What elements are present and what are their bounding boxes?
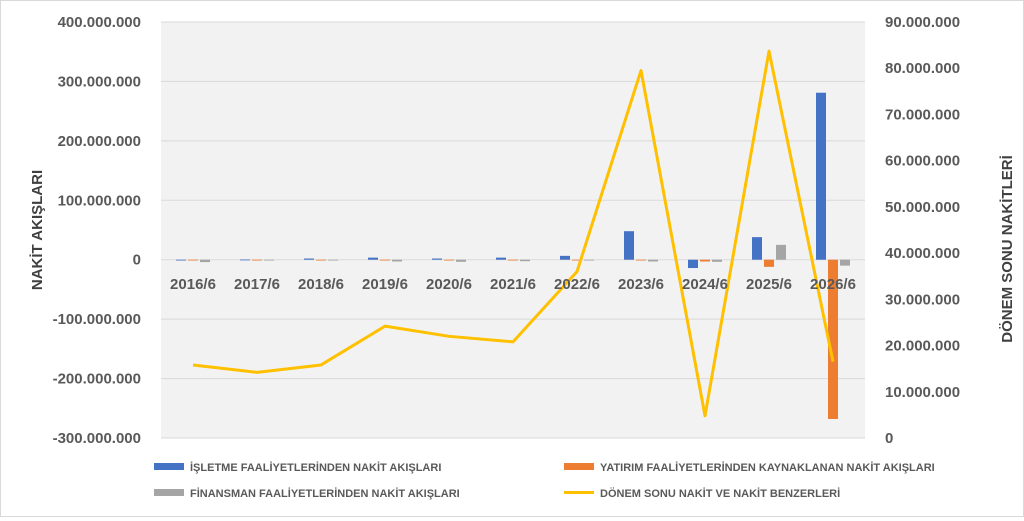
bar-2-2018-6 xyxy=(316,259,326,261)
line-series xyxy=(192,49,835,418)
bar-3-2021-6 xyxy=(520,259,530,262)
legend-swatch xyxy=(564,463,594,470)
bar-1-2021-6 xyxy=(496,257,506,260)
bar-1-2025-6 xyxy=(752,237,762,260)
left-tick-label: 200.000.000 xyxy=(58,133,141,150)
bar-3-2017-6 xyxy=(264,259,274,261)
right-tick-label: 30.000.000 xyxy=(885,291,960,308)
bar-3-2016-6 xyxy=(200,259,210,263)
left-axis-ticks: 400.000.000 300.000.000 200.000.000 100.000… xyxy=(53,14,141,447)
line-dönem-sonu xyxy=(192,49,835,418)
category-label: 2022/6 xyxy=(554,276,600,293)
right-axis-title: DÖNEM SONU NAKİTLERİ xyxy=(999,155,1016,343)
category-label: 2018/6 xyxy=(298,276,344,293)
bar-series xyxy=(176,92,850,419)
bar-2-2021-6 xyxy=(508,259,518,261)
category-label: 2017/6 xyxy=(234,276,280,293)
legend-label: İŞLETME FAALİYETLERİNDEN NAKİT AKIŞLARI xyxy=(190,461,441,474)
bar-2-2026-6 xyxy=(828,259,838,419)
bar-1-2017-6 xyxy=(240,259,250,261)
category-label: 2020/6 xyxy=(426,276,472,293)
legend-label: DÖNEM SONU NAKİT VE NAKİT BENZERLERİ xyxy=(600,487,840,500)
right-tick-label: 70.000.000 xyxy=(885,106,960,123)
left-tick-label: 300.000.000 xyxy=(58,73,141,90)
left-tick-label: -200.000.000 xyxy=(53,371,141,388)
bar-1-2022-6 xyxy=(560,255,570,260)
legend-swatch xyxy=(154,489,184,496)
category-labels: 2016/6 2017/6 2018/6 2019/6 2020/6 2021/6 2022… xyxy=(170,276,856,293)
bar-2-2020-6 xyxy=(444,259,454,261)
left-tick-label: 0 xyxy=(133,252,141,269)
right-tick-label: 90.000.000 xyxy=(885,14,960,31)
bar-3-2025-6 xyxy=(776,244,786,260)
right-tick-label: 20.000.000 xyxy=(885,338,960,355)
category-label: 2024/6 xyxy=(682,276,728,293)
bar-2-2022-6 xyxy=(572,259,582,261)
left-axis-title: NAKİT AKIŞLARI xyxy=(29,170,46,290)
bar-3-2019-6 xyxy=(392,259,402,262)
right-tick-label: 60.000.000 xyxy=(885,153,960,170)
bar-2-2024-6 xyxy=(700,259,710,262)
bar-2-2019-6 xyxy=(380,259,390,261)
bar-2-2023-6 xyxy=(636,259,646,261)
bar-2-2025-6 xyxy=(764,259,774,267)
bar-1-2018-6 xyxy=(304,258,314,260)
category-label: 2016/6 xyxy=(170,276,216,293)
right-tick-label: 50.000.000 xyxy=(885,199,960,216)
right-tick-label: 0 xyxy=(885,430,893,447)
legend-label: FİNANSMAN FAALİYETLERİNDEN NAKİT AKIŞLAR… xyxy=(190,487,460,500)
bar-3-2018-6 xyxy=(328,259,338,261)
category-label: 2026/6 xyxy=(810,276,856,293)
right-tick-label: 10.000.000 xyxy=(885,384,960,401)
bar-3-2020-6 xyxy=(456,259,466,262)
category-label: 2021/6 xyxy=(490,276,536,293)
bar-1-2026-6 xyxy=(816,92,826,260)
right-axis-ticks: 90.000.000 80.000.000 70.000.000 60.000.000… xyxy=(885,14,960,447)
legend-swatch xyxy=(154,463,184,470)
left-tick-label: -300.000.000 xyxy=(53,430,141,447)
bar-1-2024-6 xyxy=(688,259,698,269)
bar-1-2020-6 xyxy=(432,258,442,260)
bar-3-2026-6 xyxy=(840,259,850,266)
category-label: 2025/6 xyxy=(746,276,792,293)
right-tick-label: 80.000.000 xyxy=(885,60,960,77)
bar-1-2019-6 xyxy=(368,257,378,260)
left-tick-label: 100.000.000 xyxy=(58,192,141,209)
left-tick-label: -100.000.000 xyxy=(53,311,141,328)
left-tick-label: 400.000.000 xyxy=(58,14,141,31)
legend-label: YATIRIM FAALİYETLERİNDEN KAYNAKLANAN NAK… xyxy=(600,461,935,474)
category-label: 2023/6 xyxy=(618,276,664,293)
bar-3-2022-6 xyxy=(584,259,594,261)
bar-3-2023-6 xyxy=(648,259,658,262)
plot-area xyxy=(161,22,865,438)
category-label: 2019/6 xyxy=(362,276,408,293)
right-tick-label: 40.000.000 xyxy=(885,245,960,262)
bar-2-2016-6 xyxy=(188,259,198,261)
bar-2-2017-6 xyxy=(252,259,262,261)
legend: İŞLETME FAALİYETLERİNDEN NAKİT AKIŞLARI Y… xyxy=(154,461,935,500)
bar-3-2024-6 xyxy=(712,259,722,262)
bar-1-2023-6 xyxy=(624,231,634,260)
bar-1-2016-6 xyxy=(176,259,186,261)
